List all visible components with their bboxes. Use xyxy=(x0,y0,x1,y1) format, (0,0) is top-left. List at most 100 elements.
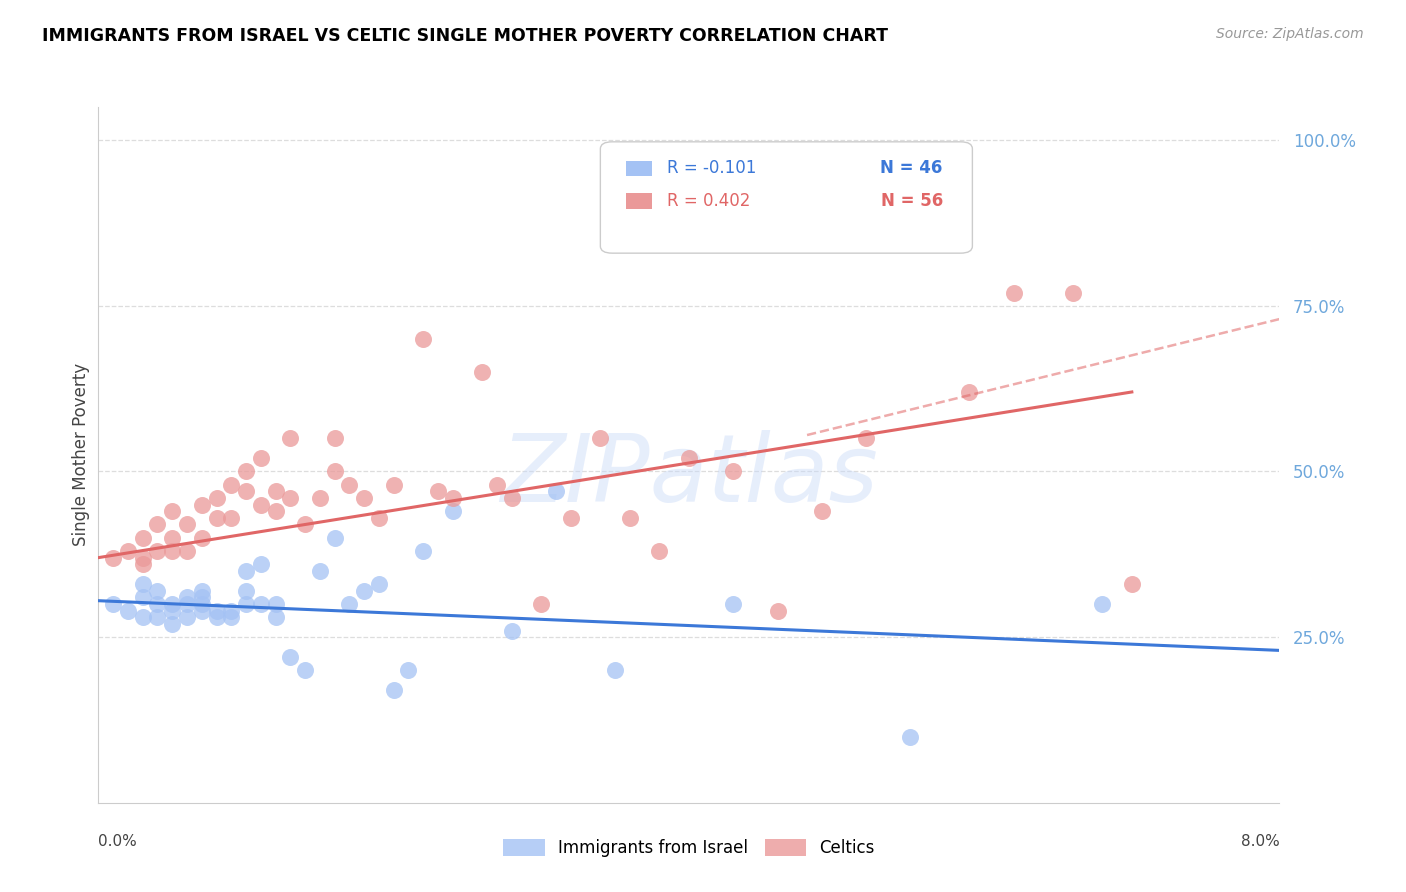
Point xyxy=(146,583,169,598)
Point xyxy=(132,531,155,545)
Point xyxy=(619,511,641,525)
Point xyxy=(1121,577,1143,591)
Point xyxy=(264,484,287,499)
Y-axis label: Single Mother Poverty: Single Mother Poverty xyxy=(72,363,90,547)
Point xyxy=(426,484,449,499)
Point xyxy=(278,491,302,505)
Point xyxy=(146,517,169,532)
Point xyxy=(471,365,494,379)
Point xyxy=(914,186,936,201)
Point xyxy=(117,544,139,558)
Point xyxy=(162,504,183,518)
Bar xyxy=(626,194,652,209)
Point xyxy=(546,484,568,499)
Point xyxy=(367,511,389,525)
Point xyxy=(235,597,257,611)
Point xyxy=(441,504,464,518)
Point xyxy=(441,491,464,505)
Point xyxy=(501,491,523,505)
Point xyxy=(1062,285,1084,300)
Bar xyxy=(626,161,652,176)
Point xyxy=(605,663,627,677)
Point xyxy=(132,577,155,591)
Text: Source: ZipAtlas.com: Source: ZipAtlas.com xyxy=(1216,27,1364,41)
Text: 0.0%: 0.0% xyxy=(98,834,138,849)
Point xyxy=(530,597,553,611)
Point xyxy=(191,531,214,545)
Point xyxy=(132,610,155,624)
Point xyxy=(146,597,169,611)
Point xyxy=(323,465,346,479)
Point xyxy=(412,544,434,558)
Point xyxy=(146,610,169,624)
Point xyxy=(382,683,405,698)
Point xyxy=(501,624,523,638)
Point xyxy=(162,616,183,631)
Point xyxy=(884,212,907,227)
FancyBboxPatch shape xyxy=(600,142,973,253)
Point xyxy=(957,384,980,399)
Point xyxy=(1091,597,1114,611)
Point xyxy=(323,431,346,445)
Text: 8.0%: 8.0% xyxy=(1240,834,1279,849)
Point xyxy=(219,477,242,491)
Point xyxy=(264,504,287,518)
Point xyxy=(132,558,155,572)
Point xyxy=(162,531,183,545)
Legend: Immigrants from Israel, Celtics: Immigrants from Israel, Celtics xyxy=(496,832,882,864)
Text: R = 0.402: R = 0.402 xyxy=(666,192,749,210)
Point xyxy=(353,491,375,505)
Point xyxy=(191,597,214,611)
Point xyxy=(205,604,228,618)
Point xyxy=(132,550,155,565)
Point xyxy=(176,597,198,611)
Point xyxy=(721,465,744,479)
Point xyxy=(278,650,302,665)
Point xyxy=(294,663,316,677)
Point xyxy=(678,451,700,466)
Point xyxy=(162,544,183,558)
Text: IMMIGRANTS FROM ISRAEL VS CELTIC SINGLE MOTHER POVERTY CORRELATION CHART: IMMIGRANTS FROM ISRAEL VS CELTIC SINGLE … xyxy=(42,27,889,45)
Point xyxy=(648,544,671,558)
Point xyxy=(900,730,922,744)
Point xyxy=(1002,285,1025,300)
Point xyxy=(560,511,582,525)
Point xyxy=(250,597,273,611)
Point xyxy=(219,511,242,525)
Point xyxy=(337,477,360,491)
Point xyxy=(353,583,375,598)
Point xyxy=(235,583,257,598)
Point xyxy=(162,604,183,618)
Point xyxy=(235,564,257,578)
Point xyxy=(589,431,612,445)
Point xyxy=(235,465,257,479)
Point xyxy=(396,663,419,677)
Point xyxy=(176,544,198,558)
Point xyxy=(219,604,242,618)
Point xyxy=(766,604,789,618)
Text: R = -0.101: R = -0.101 xyxy=(666,160,756,178)
Point xyxy=(146,544,169,558)
Point xyxy=(205,610,228,624)
Point xyxy=(412,332,434,346)
Point xyxy=(103,597,125,611)
Point xyxy=(205,491,228,505)
Point xyxy=(103,550,125,565)
Point xyxy=(855,431,877,445)
Point xyxy=(235,484,257,499)
Point xyxy=(367,577,389,591)
Point xyxy=(294,517,316,532)
Point xyxy=(162,597,183,611)
Point xyxy=(191,498,214,512)
Point xyxy=(264,610,287,624)
Point xyxy=(117,604,139,618)
Point xyxy=(176,517,198,532)
Point xyxy=(191,604,214,618)
Point xyxy=(337,597,360,611)
Point xyxy=(250,451,273,466)
Point xyxy=(250,498,273,512)
Point xyxy=(485,477,508,491)
Point xyxy=(191,583,214,598)
Point xyxy=(721,597,744,611)
Point xyxy=(264,597,287,611)
